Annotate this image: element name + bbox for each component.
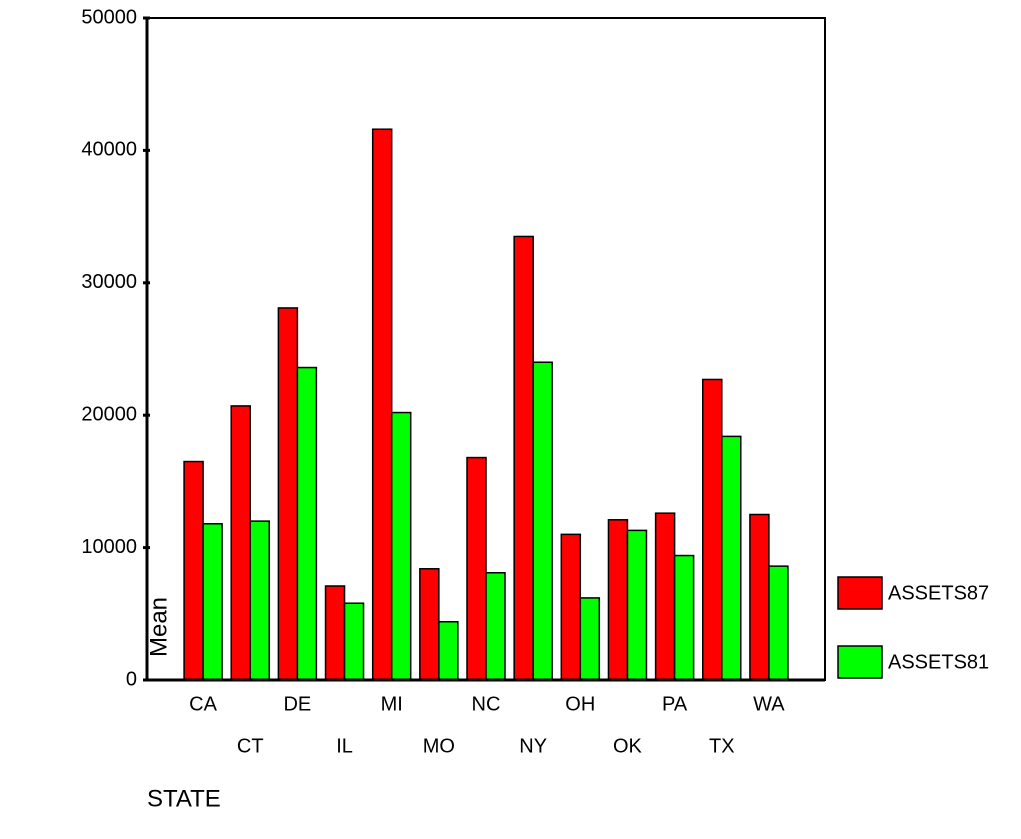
x-tick-label: CT (237, 735, 264, 757)
bar (513, 235, 534, 681)
bar (183, 460, 204, 681)
bar (371, 128, 393, 681)
bar (654, 512, 676, 681)
bar (438, 620, 459, 681)
y-tick-label: 50000 (81, 6, 137, 28)
bar (560, 533, 582, 681)
bar (532, 361, 553, 681)
bar (466, 456, 487, 681)
bar (673, 554, 695, 681)
x-tick-label: WA (753, 693, 785, 715)
y-tick-label: 0 (126, 668, 137, 690)
x-tick-label: DE (283, 693, 311, 715)
x-tick-label: NC (472, 693, 501, 715)
legend-swatch (837, 576, 883, 610)
x-tick-label: MI (381, 693, 403, 715)
bar (702, 378, 723, 681)
bar (230, 405, 251, 681)
bar (419, 568, 440, 681)
bar (390, 411, 412, 681)
bar (626, 529, 648, 681)
bar (579, 597, 601, 681)
bar (343, 602, 365, 681)
bar (202, 523, 223, 681)
bar (277, 307, 299, 681)
bar (768, 565, 789, 681)
x-tick-label: MO (423, 735, 455, 757)
x-tick-label: CA (189, 693, 217, 715)
x-tick-label: NY (519, 735, 547, 757)
x-tick-label: PA (662, 693, 688, 715)
legend-label: ASSETS87 (888, 582, 989, 604)
x-tick-label: TX (709, 735, 735, 757)
y-tick-label: 30000 (81, 271, 137, 293)
bar (721, 435, 742, 681)
bar (749, 513, 770, 681)
y-axis-label: Mean (145, 597, 172, 657)
bar (607, 519, 629, 681)
bar (485, 572, 506, 681)
bar (249, 520, 270, 681)
bar (324, 585, 346, 681)
y-tick-label: 10000 (81, 536, 137, 558)
bar (296, 366, 318, 681)
x-tick-label: OH (565, 693, 595, 715)
legend-swatch (837, 645, 883, 679)
y-tick-label: 40000 (81, 139, 137, 161)
legend-label: ASSETS81 (888, 651, 989, 673)
x-tick-label: IL (336, 735, 353, 757)
y-tick-label: 20000 (81, 403, 137, 425)
x-tick-label: OK (613, 735, 643, 757)
x-axis-label: STATE (147, 785, 221, 812)
